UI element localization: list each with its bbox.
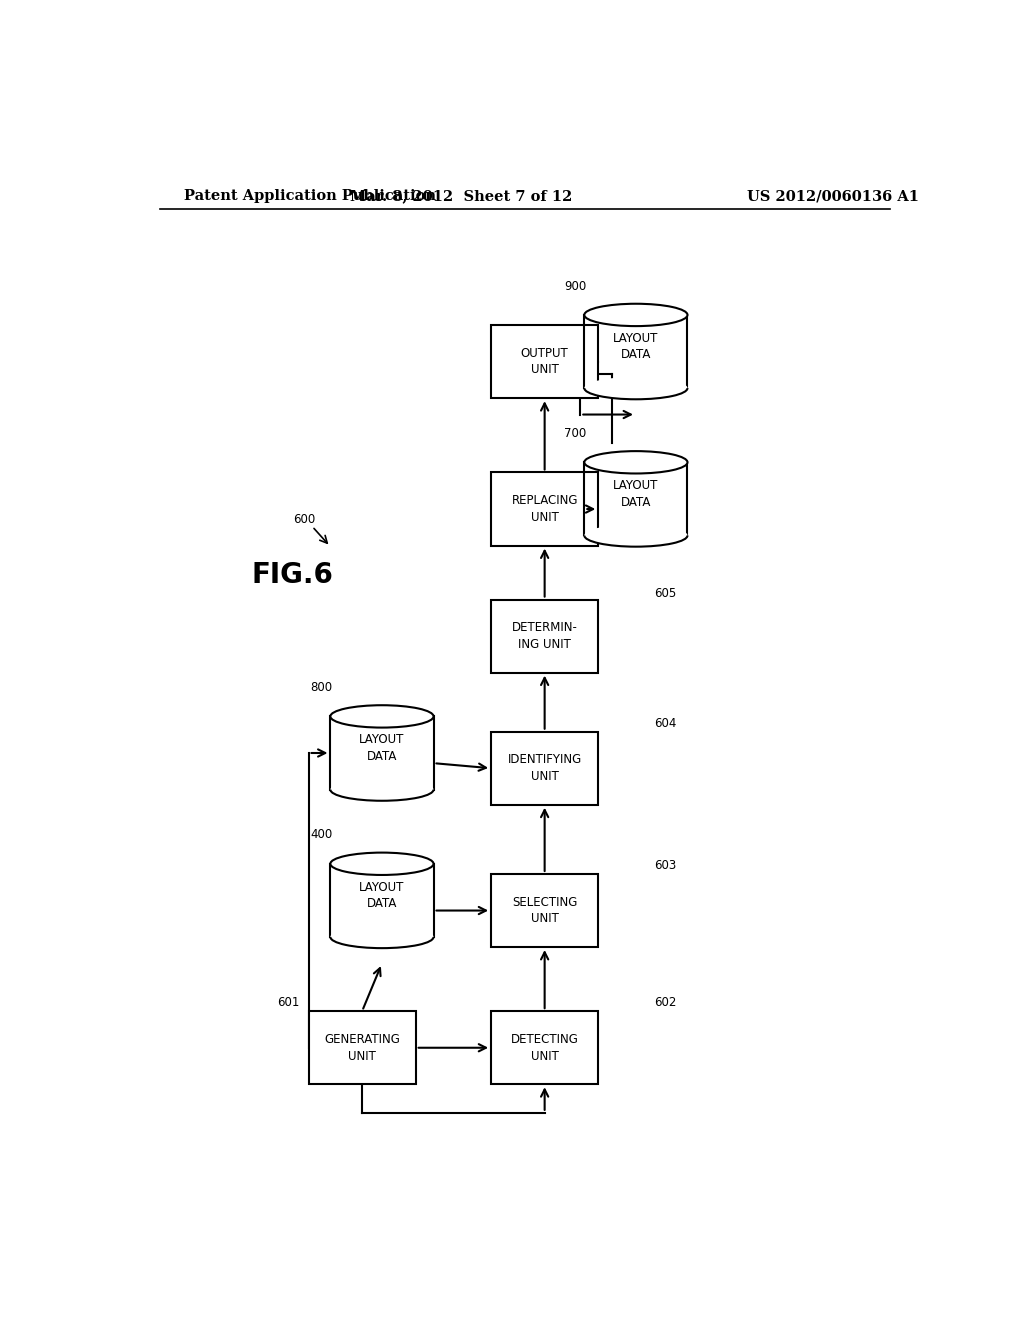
Text: LAYOUT
DATA: LAYOUT DATA: [613, 331, 658, 362]
Ellipse shape: [331, 925, 433, 948]
Text: 400: 400: [310, 829, 333, 841]
Text: 606: 606: [654, 458, 677, 471]
Text: GENERATING
UNIT: GENERATING UNIT: [325, 1034, 400, 1063]
Text: OUTPUT
UNIT: OUTPUT UNIT: [521, 347, 568, 376]
Ellipse shape: [331, 705, 433, 727]
Bar: [492, 325, 598, 399]
Ellipse shape: [331, 779, 433, 801]
Text: 607: 607: [654, 312, 677, 325]
Text: FIG.6: FIG.6: [251, 561, 333, 589]
Text: 604: 604: [654, 717, 677, 730]
Text: 601: 601: [278, 997, 299, 1008]
Text: 900: 900: [564, 280, 587, 293]
Ellipse shape: [585, 524, 687, 546]
Text: Mar. 8, 2012  Sheet 7 of 12: Mar. 8, 2012 Sheet 7 of 12: [350, 189, 572, 203]
Bar: [492, 874, 598, 948]
Text: 600: 600: [293, 512, 315, 525]
Bar: [585, 315, 687, 388]
Ellipse shape: [585, 304, 687, 326]
Ellipse shape: [585, 378, 687, 399]
Text: LAYOUT
DATA: LAYOUT DATA: [359, 733, 404, 763]
Bar: [308, 1011, 416, 1084]
Bar: [331, 717, 433, 789]
Bar: [492, 473, 598, 545]
Bar: [492, 731, 598, 805]
Text: DETECTING
UNIT: DETECTING UNIT: [511, 1034, 579, 1063]
Bar: [585, 462, 687, 536]
Text: DETERMIN-
ING UNIT: DETERMIN- ING UNIT: [512, 622, 578, 651]
Text: 700: 700: [564, 426, 587, 440]
Text: US 2012/0060136 A1: US 2012/0060136 A1: [748, 189, 919, 203]
Ellipse shape: [585, 451, 687, 474]
Text: 602: 602: [654, 997, 677, 1008]
Text: LAYOUT
DATA: LAYOUT DATA: [613, 479, 658, 508]
Bar: [492, 1011, 598, 1084]
Text: SELECTING
UNIT: SELECTING UNIT: [512, 896, 578, 925]
Ellipse shape: [331, 853, 433, 875]
Text: 800: 800: [310, 681, 333, 694]
Bar: [331, 863, 433, 937]
Text: 603: 603: [654, 859, 677, 873]
Text: IDENTIFYING
UNIT: IDENTIFYING UNIT: [508, 754, 582, 783]
Bar: [492, 599, 598, 673]
Text: Patent Application Publication: Patent Application Publication: [183, 189, 435, 203]
Text: REPLACING
UNIT: REPLACING UNIT: [511, 494, 578, 524]
Text: LAYOUT
DATA: LAYOUT DATA: [359, 880, 404, 909]
Text: 605: 605: [654, 586, 677, 599]
